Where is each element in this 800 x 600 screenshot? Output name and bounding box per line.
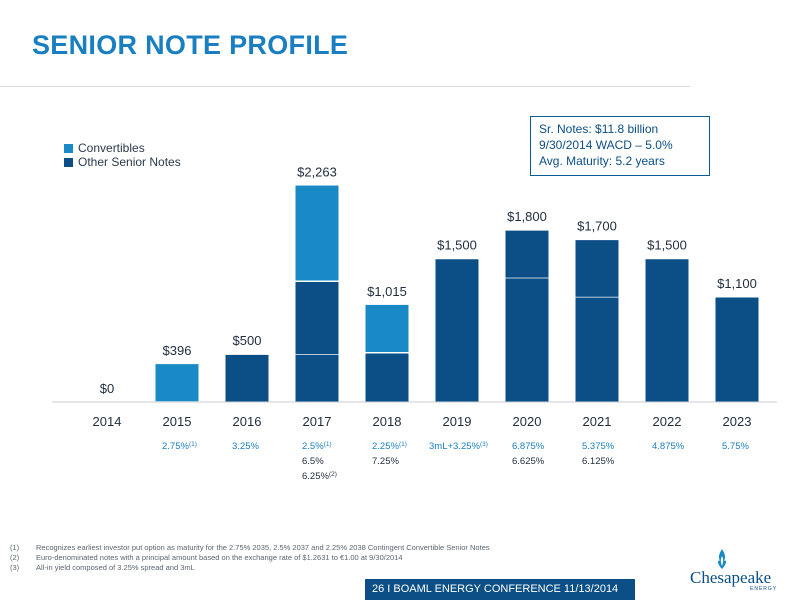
x-tick-label: 2019 xyxy=(443,414,472,429)
bar-other-senior-notes xyxy=(505,229,549,278)
legend-swatch-other-senior-notes xyxy=(64,157,73,167)
coupon-rate-label: 6.5% xyxy=(302,456,324,467)
bar-other-senior-notes xyxy=(505,277,549,402)
senior-note-maturity-chart: $0 2014 $396 2015 2.75%(1) $500 2016 3.25% $2,26… xyxy=(52,165,777,483)
logo-wordmark: Chesapeake xyxy=(690,568,772,587)
footnote-text: All-in yield composed of 3.25% spread an… xyxy=(36,563,195,572)
coupon-rate-label: 3mL+3.25%(3) xyxy=(429,441,488,453)
page-title: SENIOR NOTE PROFILE xyxy=(32,30,349,60)
coupon-rate-label: 7.25% xyxy=(372,456,399,467)
bar-total-label: $396 xyxy=(163,343,192,358)
bar-total-label: $1,800 xyxy=(507,209,547,224)
x-tick-label: 2021 xyxy=(583,414,612,429)
coupon-rate-label: 4.875% xyxy=(652,441,685,452)
x-tick-label: 2017 xyxy=(303,414,332,429)
bar-other-senior-notes xyxy=(295,281,339,355)
bar-total-label: $1,500 xyxy=(647,238,687,253)
bar-total-label: $1,015 xyxy=(367,284,407,299)
bar-total-label: $1,700 xyxy=(577,218,617,233)
bar-other-senior-notes xyxy=(575,239,619,297)
x-tick-label: 2016 xyxy=(233,414,262,429)
bar-convertibles xyxy=(295,185,339,282)
bar-other-senior-notes xyxy=(435,258,479,402)
summary-line-maturity: Avg. Maturity: 5.2 years xyxy=(539,154,665,168)
coupon-rate-label: 6.25%(2) xyxy=(302,471,337,483)
footnote-mark: (2) xyxy=(10,553,20,562)
x-tick-label: 2020 xyxy=(513,414,542,429)
x-tick-label: 2015 xyxy=(163,414,192,429)
legend-swatch-convertibles xyxy=(64,143,73,153)
bar-total-label: $0 xyxy=(100,381,114,396)
footnote-mark: (1) xyxy=(10,543,20,552)
footnote-text: Euro-denominated notes with a principal … xyxy=(36,553,403,562)
footnote: (1) Recognizes earliest investor put opt… xyxy=(10,543,490,553)
footnote-reference: (1) xyxy=(189,441,197,448)
x-tick-label: 2014 xyxy=(93,414,122,429)
x-tick-label: 2022 xyxy=(653,414,682,429)
flame-icon xyxy=(717,549,727,569)
bar-convertibles xyxy=(365,304,409,353)
legend-label-convertibles: Convertibles xyxy=(78,141,145,155)
footnote: (3) All-in yield composed of 3.25% sprea… xyxy=(10,563,490,573)
legend-item-convertibles: Convertibles xyxy=(64,141,181,155)
bar-other-senior-notes xyxy=(365,352,409,402)
footnote-mark: (3) xyxy=(10,563,20,572)
footnote-reference: (1) xyxy=(399,441,407,448)
legend-label-other-senior-notes: Other Senior Notes xyxy=(78,155,181,169)
coupon-rate-label: 5.75% xyxy=(722,441,749,452)
bar-other-senior-notes xyxy=(295,354,339,402)
bar-other-senior-notes xyxy=(715,296,759,402)
bar-other-senior-notes xyxy=(645,258,689,402)
coupon-rate-label: 6.625% xyxy=(512,456,545,467)
legend-item-other-senior-notes: Other Senior Notes xyxy=(64,155,181,169)
footnotes: (1) Recognizes earliest investor put opt… xyxy=(10,543,490,573)
bar-other-senior-notes xyxy=(575,296,619,402)
logo-subtitle: ENERGY xyxy=(750,586,778,592)
coupon-rate-label: 5.375% xyxy=(582,441,615,452)
bar-total-label: $1,100 xyxy=(717,276,757,291)
title-divider xyxy=(0,86,690,87)
footer-bar xyxy=(365,579,635,600)
summary-line-notes: Sr. Notes: $11.8 billion xyxy=(539,122,659,136)
coupon-rate-label: 2.25%(1) xyxy=(372,441,407,453)
x-tick-label: 2023 xyxy=(723,414,752,429)
footnote-text: Recognizes earliest investor put option … xyxy=(36,543,490,552)
bar-other-senior-notes xyxy=(225,354,269,402)
company-logo: Chesapeake ENERGY xyxy=(690,548,790,594)
bar-total-label: $2,263 xyxy=(297,165,337,180)
coupon-rate-label: 3.25% xyxy=(232,441,259,452)
bar-convertibles xyxy=(155,364,199,402)
bar-total-label: $500 xyxy=(233,333,262,348)
coupon-rate-label: 6.875% xyxy=(512,441,545,452)
coupon-rate-label: 2.5%(1) xyxy=(302,441,332,453)
coupon-rate-label: 2.75%(1) xyxy=(162,441,197,453)
coupon-rate-label: 6.125% xyxy=(582,456,615,467)
chart-legend: Convertibles Other Senior Notes xyxy=(64,141,181,169)
summary-callout-box: Sr. Notes: $11.8 billion 9/30/2014 WACD … xyxy=(530,116,710,176)
footnote-reference: (2) xyxy=(329,471,337,478)
footer-text: 26 I BOAML ENERGY CONFERENCE 11/13/2014 xyxy=(372,583,619,595)
bar-total-label: $1,500 xyxy=(437,238,477,253)
summary-line-wacd: 9/30/2014 WACD – 5.0% xyxy=(539,138,673,152)
x-tick-label: 2018 xyxy=(373,414,402,429)
footnote-reference: (1) xyxy=(324,441,332,448)
footnote-reference: (3) xyxy=(480,441,488,448)
footnote: (2) Euro-denominated notes with a princi… xyxy=(10,553,490,563)
